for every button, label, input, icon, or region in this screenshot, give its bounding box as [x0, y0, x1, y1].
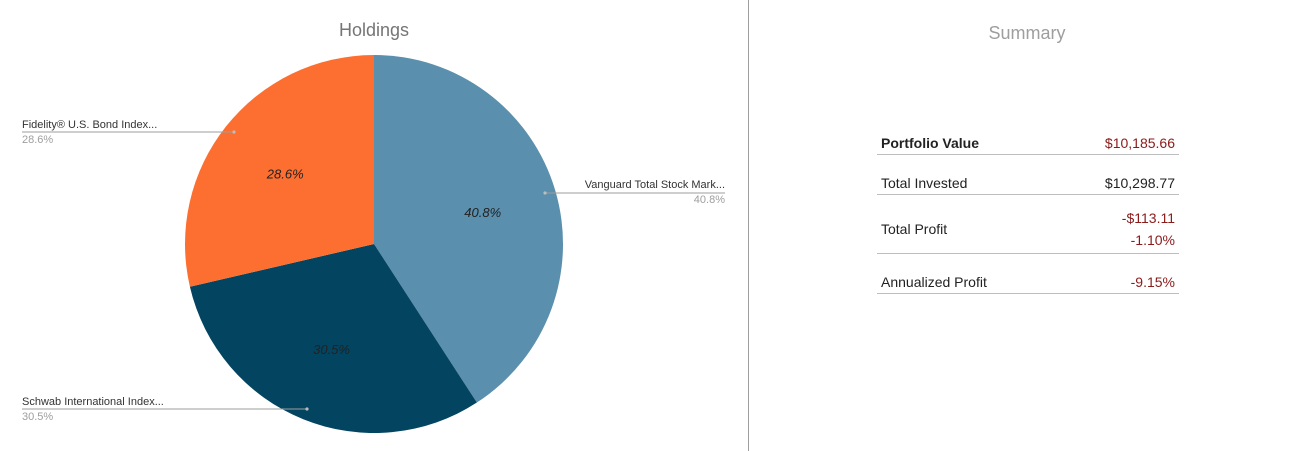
slice-outer-percent-label: 40.8%: [694, 194, 725, 206]
slice-name-label: Vanguard Total Stock Mark...: [585, 179, 725, 191]
portfolio-value-label: Portfolio Value: [877, 125, 1057, 155]
annualized-profit-label: Annualized Profit: [877, 264, 1057, 294]
summary-row-total-profit: Total Profit -$113.11 -1.10%: [877, 205, 1179, 254]
total-profit-label: Total Profit: [877, 205, 1057, 254]
holdings-panel: Holdings 40.8% Vanguard Total Stock Mark.…: [22, 20, 726, 434]
pie-slice[interactable]: [185, 55, 374, 287]
slice-name-label: Schwab International Index...: [22, 396, 164, 408]
slice-name-label: Fidelity® U.S. Bond Index...: [22, 119, 157, 131]
leader-dot: [305, 407, 309, 411]
leader-dot: [232, 130, 236, 134]
total-invested-label: Total Invested: [877, 165, 1057, 195]
annualized-profit-value: -9.15%: [1056, 264, 1179, 294]
slice-percent-label: 28.6%: [266, 166, 304, 181]
summary-row-annualized-profit: Annualized Profit -9.15%: [877, 264, 1179, 294]
summary-row-portfolio-value: Portfolio Value $10,185.66: [877, 125, 1179, 155]
total-profit-percent: -1.10%: [1130, 232, 1175, 248]
summary-title: Summary: [988, 23, 1066, 43]
slice-percent-label: 40.8%: [464, 205, 501, 220]
summary-table: Portfolio Value $10,185.66 Total Investe…: [877, 125, 1179, 294]
total-profit-values: -$113.11 -1.10%: [1056, 205, 1179, 254]
pie-slice[interactable]: [374, 55, 564, 403]
leader-dot: [543, 191, 547, 195]
holdings-title: Holdings: [338, 20, 410, 40]
slice-outer-percent-label: 30.5%: [22, 411, 53, 423]
slice-percent-label: 30.5%: [313, 342, 350, 357]
panel-divider: [748, 0, 749, 451]
slice-outer-percent-label: 28.6%: [22, 134, 53, 146]
summary-panel: Summary Portfolio Value $10,185.66 Total…: [749, 0, 1302, 451]
pie-slice[interactable]: [189, 244, 477, 434]
holdings-pie-chart: 40.8% Vanguard Total Stock Mark... 40.8% 30…: [22, 55, 725, 434]
summary-row-total-invested: Total Invested $10,298.77: [877, 165, 1179, 195]
portfolio-value: $10,185.66: [1056, 125, 1179, 155]
total-invested-value: $10,298.77: [1056, 165, 1179, 195]
total-profit-amount: -$113.11: [1121, 210, 1175, 226]
